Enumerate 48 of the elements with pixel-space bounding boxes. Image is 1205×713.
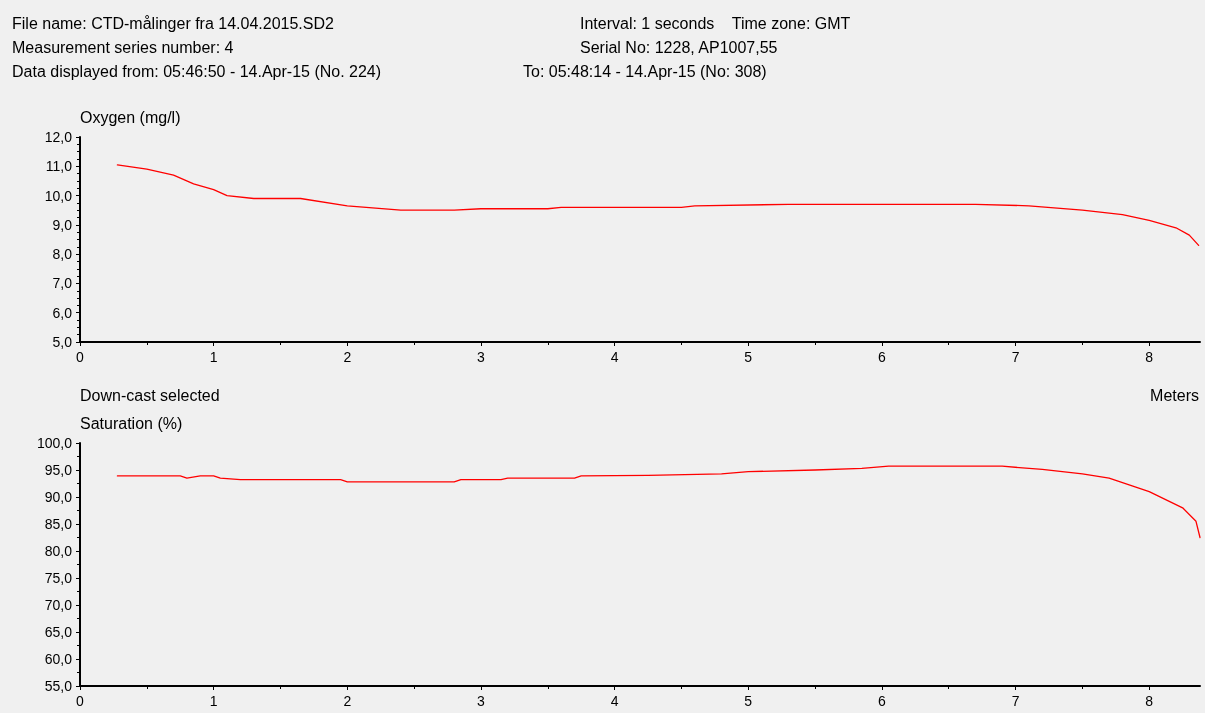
y-tick-label: 75,0: [44, 570, 73, 586]
y-tick-label: 9,0: [52, 216, 73, 233]
x-tick-label: 8: [1145, 349, 1154, 365]
x-tick-label: 7: [1011, 693, 1020, 709]
y-tick-label: 10,0: [44, 187, 73, 204]
y-tick-label: 12,0: [44, 129, 73, 145]
x-tick-label: 3: [477, 349, 486, 365]
y-tick-label: 80,0: [44, 543, 73, 559]
text: To: 05:48:14 - 14.Apr-15 (No: 308): [523, 62, 767, 82]
y-tick-label: 100,0: [36, 435, 73, 451]
x-tick-label: 0: [76, 693, 85, 709]
y-axis-title: Oxygen (mg/l): [80, 108, 181, 126]
y-tick-label: 8,0: [52, 246, 73, 263]
x-axis-title: Meters: [1150, 386, 1200, 404]
text: File name: CTD-målinger fra 14.04.2015.SD2: [12, 14, 334, 34]
x-tick-label: 6: [878, 693, 887, 709]
y-tick-label: 95,0: [44, 462, 73, 478]
text: Interval: 1 seconds Time zone: GMT: [580, 14, 851, 34]
y-tick-label: 7,0: [52, 275, 73, 292]
x-tick-label: 4: [610, 693, 619, 709]
y-tick-label: 90,0: [44, 489, 73, 505]
y-tick-label: 65,0: [44, 624, 73, 640]
text: Measurement series number: 4: [12, 38, 234, 58]
x-tick-label: 5: [744, 693, 753, 709]
x-tick-label: 3: [477, 693, 486, 709]
line-series: [116, 164, 1200, 247]
y-tick-label: 11,0: [45, 158, 73, 175]
y-tick-label: 85,0: [44, 516, 73, 532]
x-tick-label: 5: [744, 349, 753, 365]
y-tick-label: 70,0: [44, 597, 73, 613]
x-tick-label: 1: [209, 693, 218, 709]
text: Down-cast selected: [80, 386, 220, 404]
y-tick-label: 60,0: [44, 651, 73, 667]
y-tick-label: 6,0: [52, 304, 73, 321]
line-series: [116, 465, 1201, 539]
x-tick-label: 7: [1011, 349, 1020, 365]
text: Data displayed from: 05:46:50 - 14.Apr-15 (No. 224): [12, 62, 382, 82]
x-tick-label: 4: [610, 349, 619, 365]
x-tick-label: 0: [76, 349, 85, 365]
x-tick-label: 2: [343, 349, 352, 365]
y-tick-label: 55,0: [44, 678, 73, 694]
y-tick-label: 5,0: [52, 334, 73, 350]
x-tick-label: 8: [1145, 693, 1154, 709]
x-tick-label: 1: [209, 349, 218, 365]
x-tick-label: 6: [878, 349, 887, 365]
text: Serial No: 1228, AP1007,55: [580, 38, 778, 58]
x-tick-label: 2: [343, 693, 352, 709]
y-axis-title: Saturation (%): [80, 414, 183, 432]
